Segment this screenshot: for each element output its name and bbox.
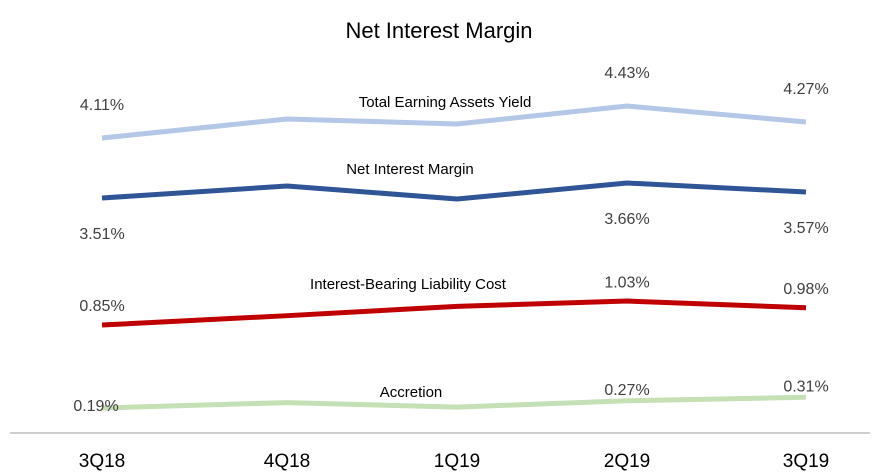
data-label: 1.03% bbox=[604, 274, 649, 291]
data-label: 0.27% bbox=[604, 382, 649, 399]
series-name: Total Earning Assets Yield bbox=[359, 94, 532, 111]
series-line bbox=[101, 298, 807, 328]
chart-title: Net Interest Margin bbox=[345, 18, 532, 43]
x-tick-label: 1Q19 bbox=[434, 451, 480, 472]
x-tick-label: 2Q19 bbox=[604, 451, 650, 472]
x-tick-label: 3Q18 bbox=[79, 451, 125, 472]
data-label: 0.85% bbox=[79, 298, 124, 315]
series-name: Interest-Bearing Liability Cost bbox=[310, 276, 507, 293]
data-label: 4.27% bbox=[783, 81, 828, 98]
series-name: Accretion bbox=[380, 384, 443, 401]
series-line bbox=[101, 103, 807, 141]
data-label: 3.57% bbox=[783, 220, 828, 237]
data-label: 0.19% bbox=[73, 398, 118, 415]
data-label: 4.43% bbox=[604, 65, 649, 82]
data-label: 0.31% bbox=[783, 378, 828, 395]
data-label: 4.11% bbox=[80, 97, 124, 114]
series-name: Net Interest Margin bbox=[346, 161, 474, 178]
data-label: 3.51% bbox=[79, 226, 124, 243]
data-label: 3.66% bbox=[604, 211, 649, 228]
x-tick-label: 3Q19 bbox=[783, 451, 829, 472]
series-line bbox=[101, 394, 807, 411]
data-label: 0.98% bbox=[783, 281, 828, 298]
series-line bbox=[101, 180, 807, 202]
x-tick-label: 4Q18 bbox=[264, 451, 310, 472]
